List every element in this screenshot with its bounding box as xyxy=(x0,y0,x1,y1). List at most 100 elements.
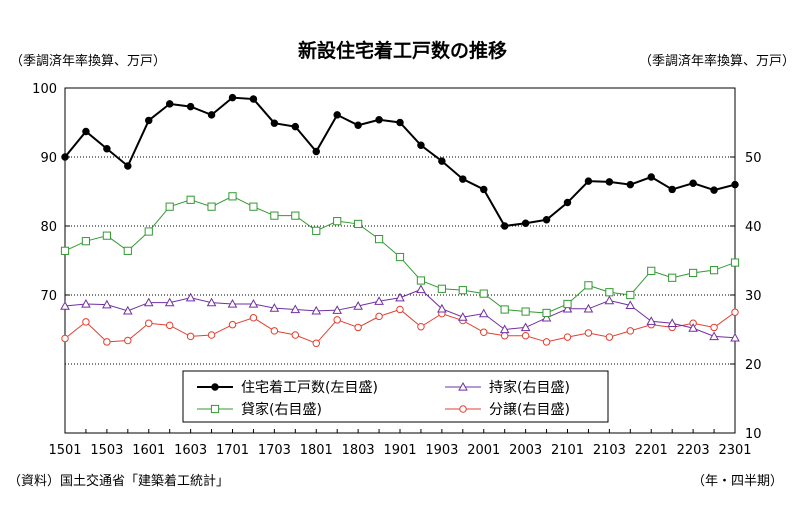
data-point xyxy=(584,329,593,337)
data-point xyxy=(60,301,70,310)
data-point xyxy=(521,331,530,340)
data-point xyxy=(186,195,195,204)
x-tick-label: 2103 xyxy=(593,443,626,458)
data-point xyxy=(81,237,91,246)
x-tick-label: 1801 xyxy=(300,443,333,458)
data-point xyxy=(625,300,636,310)
data-point xyxy=(437,303,447,313)
data-point xyxy=(102,231,111,240)
data-point xyxy=(207,111,216,119)
chart-title: 新設住宅着工戸数の推移 xyxy=(297,40,507,62)
x-tick-label: 1703 xyxy=(258,443,291,458)
legend-marker xyxy=(210,404,220,414)
data-point xyxy=(312,339,320,348)
data-point xyxy=(165,202,174,211)
right-tick-label: 30 xyxy=(745,289,762,304)
data-point xyxy=(249,95,258,103)
legend-marker xyxy=(459,405,467,413)
data-point xyxy=(228,320,237,329)
data-point xyxy=(584,177,593,185)
data-point xyxy=(417,323,425,331)
x-tick-label: 1603 xyxy=(174,443,207,458)
data-point xyxy=(689,268,698,278)
data-point xyxy=(542,308,551,318)
x-tick-label: 1503 xyxy=(90,443,123,458)
series-line xyxy=(64,308,736,344)
data-point xyxy=(290,304,301,314)
x-tick-label: 2201 xyxy=(635,443,668,458)
data-point xyxy=(333,316,341,324)
data-point xyxy=(604,295,615,305)
data-point xyxy=(248,298,259,308)
data-point xyxy=(228,192,237,201)
right-tick-label: 10 xyxy=(745,427,762,442)
left-axis-unit: （季調済年率換算、万戸） xyxy=(10,54,167,69)
legend-marker xyxy=(458,382,468,391)
legend-label: 貸家(右目盛) xyxy=(241,401,322,418)
legend-label: 分譲(右目盛) xyxy=(489,402,570,418)
data-point xyxy=(165,321,174,330)
data-point xyxy=(374,296,384,305)
data-point xyxy=(143,297,154,307)
data-point xyxy=(626,327,635,335)
data-point xyxy=(145,319,153,328)
data-point xyxy=(269,303,280,312)
data-point xyxy=(541,312,552,322)
data-point xyxy=(312,226,321,235)
data-point xyxy=(480,328,488,337)
data-point xyxy=(499,324,510,334)
data-point xyxy=(291,211,300,220)
data-point xyxy=(395,292,405,302)
data-point xyxy=(124,336,132,345)
data-point xyxy=(459,175,467,183)
data-point xyxy=(396,305,404,314)
data-point xyxy=(458,312,468,321)
legend-marker xyxy=(211,383,219,391)
data-point xyxy=(333,111,341,119)
data-point xyxy=(731,180,739,189)
legend xyxy=(182,370,609,423)
x-tick-label: 1803 xyxy=(342,443,375,458)
x-tick-label: 2101 xyxy=(551,443,584,458)
data-point xyxy=(375,312,383,321)
data-point xyxy=(563,299,572,309)
data-point xyxy=(333,217,342,226)
data-point xyxy=(562,303,573,313)
right-tick-label: 50 xyxy=(745,151,762,166)
data-point xyxy=(312,147,320,156)
data-point xyxy=(103,144,111,153)
data-point xyxy=(626,180,635,189)
data-point xyxy=(710,323,718,332)
data-point xyxy=(730,258,740,267)
data-point xyxy=(270,211,279,220)
x-tick-label: 1701 xyxy=(216,443,249,458)
data-point xyxy=(374,235,384,244)
data-point xyxy=(668,273,677,282)
data-point xyxy=(396,118,404,127)
data-point xyxy=(102,299,112,309)
data-point xyxy=(354,323,362,332)
data-point xyxy=(416,284,426,294)
x-tick-label: 1903 xyxy=(425,443,458,458)
data-point xyxy=(270,119,279,127)
data-point xyxy=(709,331,719,341)
data-point xyxy=(688,323,698,332)
data-point xyxy=(563,333,572,341)
data-point xyxy=(185,292,196,302)
x-tick-label: 2001 xyxy=(467,443,500,458)
data-point xyxy=(82,127,90,136)
data-point xyxy=(520,322,531,332)
data-point xyxy=(500,222,509,230)
data-point xyxy=(416,276,426,285)
data-point xyxy=(165,100,174,108)
period-note: （年・四半期） xyxy=(691,474,783,489)
data-point xyxy=(584,281,593,290)
data-point xyxy=(437,284,446,293)
data-point xyxy=(626,290,635,300)
legend-label: 住宅着工戸数(左目盛) xyxy=(241,380,378,396)
data-point xyxy=(668,185,676,194)
data-point xyxy=(605,333,614,341)
data-point xyxy=(61,153,69,161)
data-point xyxy=(249,202,258,211)
